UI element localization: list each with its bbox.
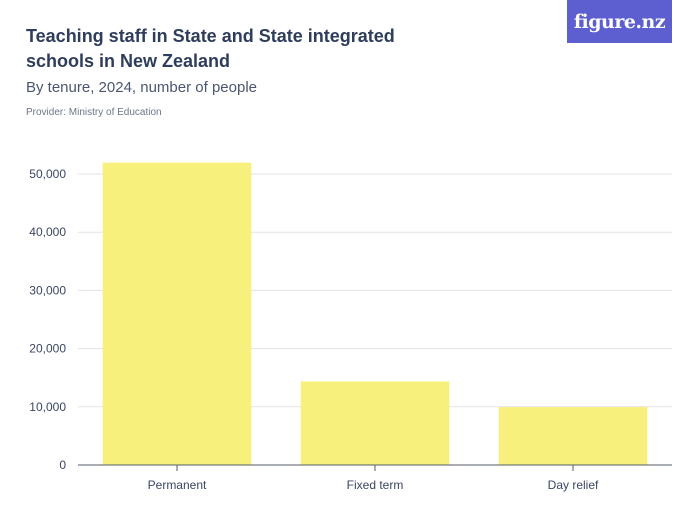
bar-day-relief[interactable] <box>498 407 648 465</box>
y-axis-ticks: 0 10,000 20,000 30,000 40,000 50,000 <box>29 167 66 472</box>
bars <box>102 162 648 465</box>
y-tick-label: 40,000 <box>29 225 66 239</box>
data-provider: Provider: Ministry of Education <box>26 107 162 118</box>
y-tick-label: 0 <box>59 458 66 472</box>
y-tick-label: 30,000 <box>29 283 66 297</box>
y-tick-label: 20,000 <box>29 342 66 356</box>
bar-fixed-term[interactable] <box>300 381 450 465</box>
y-tick-label: 50,000 <box>29 167 66 181</box>
chart-title: Teaching staff in State and State integr… <box>26 26 395 71</box>
x-axis-ticks: Permanent Fixed term Day relief <box>148 465 599 492</box>
y-tick-label: 10,000 <box>29 400 66 414</box>
x-tick-label: Fixed term <box>347 478 404 492</box>
figure-nz-logo[interactable]: figure.nz <box>567 0 672 43</box>
chart-subtitle: By tenure, 2024, number of people <box>26 79 257 96</box>
bar-permanent[interactable] <box>102 162 252 465</box>
x-tick-label: Day relief <box>548 478 599 492</box>
x-tick-label: Permanent <box>148 478 207 492</box>
